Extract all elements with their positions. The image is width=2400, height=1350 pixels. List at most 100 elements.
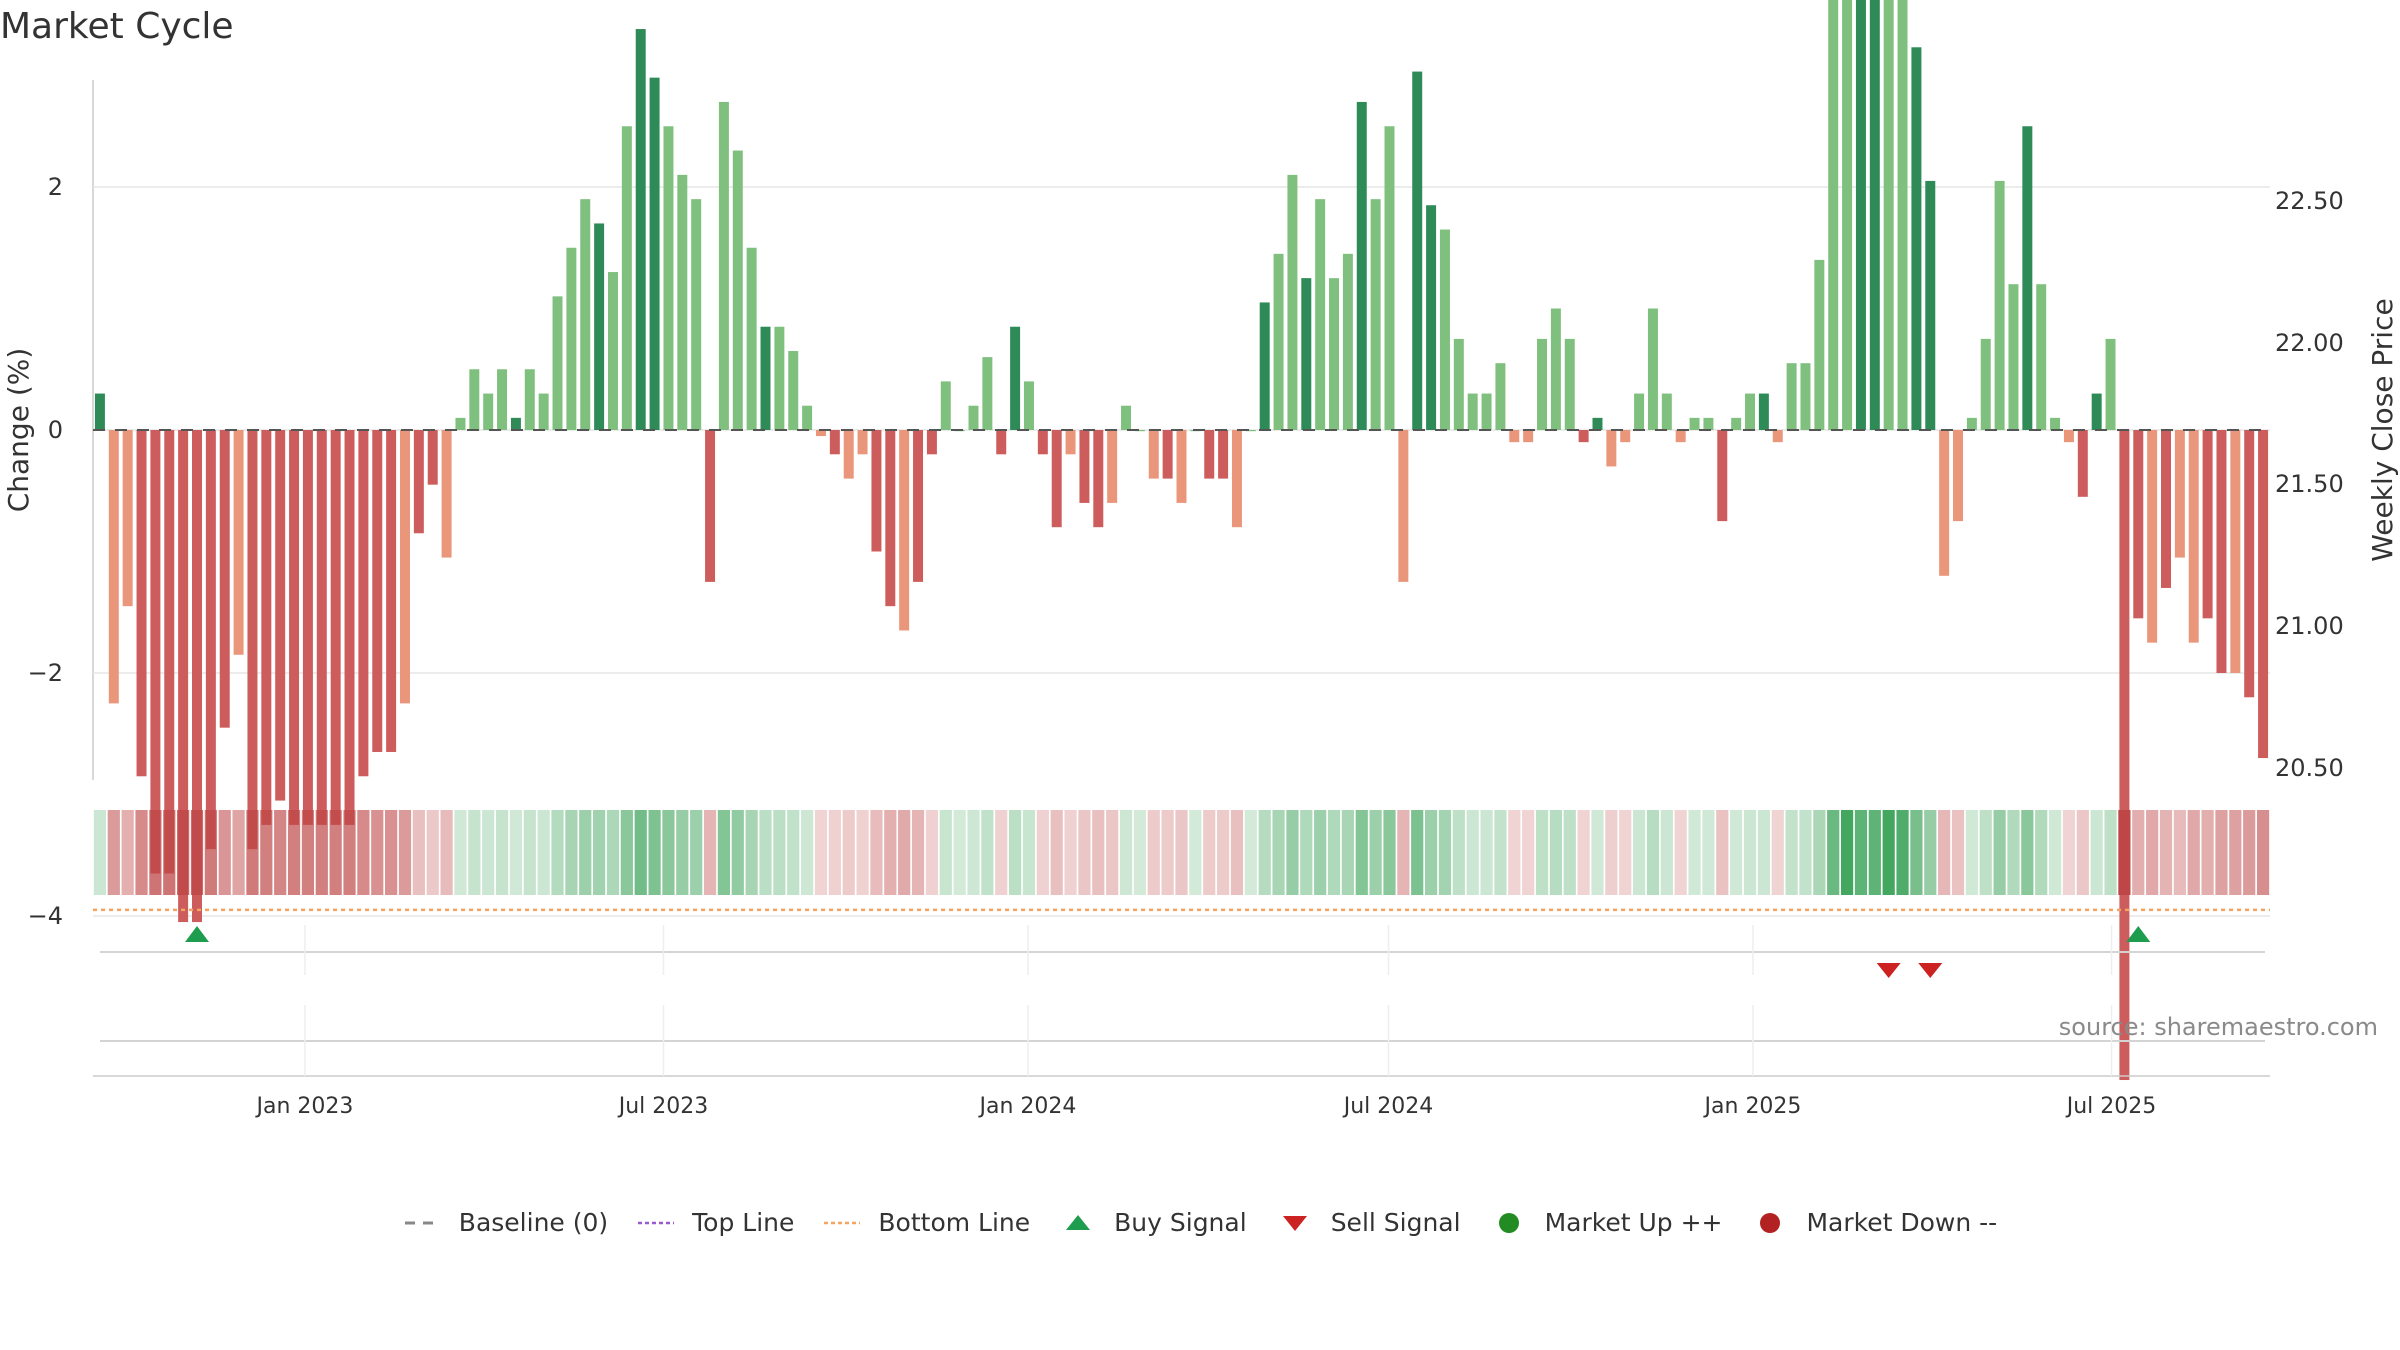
x-tick-label: Jan 2023 [255,1094,354,1119]
sell-signal-marker [1918,963,1943,978]
heat-cell [1369,810,1382,895]
heat-cell [787,810,800,895]
right-y-tick-label: 20.50 [2275,754,2344,782]
heat-cell [246,810,259,895]
heat-cell [426,810,439,895]
heat-cell [1272,810,1285,895]
dotted-line-icon [638,1221,675,1224]
bar [2244,430,2255,698]
heat-cell [2146,810,2159,895]
bar [607,272,618,430]
heat-cell [1341,810,1354,895]
bar [538,393,549,430]
heat-cell [828,810,841,895]
heat-cell [1452,810,1465,895]
heat-cell [1244,810,1257,895]
heat-cell [1300,810,1313,895]
bar [1162,430,1173,479]
bar [483,393,494,430]
bar [2119,430,2130,1081]
bar [1647,308,1658,430]
heat-cell [2076,810,2089,895]
bar [2147,430,2158,643]
heat-cell [967,810,980,895]
heat-cell [1882,810,1895,895]
bar [1578,430,1589,443]
heat-cell [1189,810,1202,895]
bar [1883,0,1894,430]
bar [1745,393,1755,430]
heat-cell [468,810,481,895]
heat-cell [371,810,384,895]
bar [1509,430,1520,443]
bar [1814,259,1825,430]
bar [1023,381,1034,430]
heat-cell [274,810,287,895]
bar [843,430,854,479]
heat-cell [523,810,536,895]
right-y-axis-label: Weekly Close Price [2366,298,2399,561]
x-tick-label: Jul 2024 [1342,1094,1434,1119]
heat-cell [1494,810,1507,895]
right-y-tick-label: 21.00 [2275,612,2344,640]
bar [1495,363,1506,431]
heat-cell [1771,810,1784,895]
bar [2202,430,2213,619]
heat-cell [2035,810,2048,895]
heat-cell [1314,810,1327,895]
bar [122,430,133,607]
bar [2188,430,2199,643]
bar [802,405,813,430]
legend-label: Bottom Line [878,1208,1031,1237]
chart-title: Market Cycle [0,6,234,47]
heat-cell [1563,810,1576,895]
bar [829,430,840,455]
bar [1176,430,1187,503]
heat-cell [662,810,675,895]
heat-cell [287,810,301,895]
heat-cell [898,810,911,895]
heat-cell [1549,810,1562,895]
heat-cell [579,810,592,895]
bar [1786,363,1797,431]
legend-label: Market Down -- [1806,1208,1998,1237]
bar [1772,430,1783,443]
bar [455,417,466,430]
legend-item: Baseline (0) [403,1208,608,1237]
heat-cell [1757,810,1770,895]
bar [774,326,785,430]
bar [746,247,757,430]
bar [1994,180,2005,430]
bar [1537,338,1548,431]
bar [635,29,646,431]
heat-cell [495,810,509,895]
heat-cell [1438,810,1452,895]
bar [996,430,1007,455]
heat-cell [2201,810,2214,895]
heat-cell [703,810,717,895]
bar [2174,430,2185,558]
bar [1093,430,1104,528]
bar [316,430,327,825]
heat-cell [1147,810,1160,895]
bar [1245,430,1256,432]
heat-cell [343,810,356,895]
heat-cell [1716,810,1729,895]
bar [1758,393,1769,430]
bar [441,430,452,558]
dash-line-icon [404,1221,441,1224]
heat-cell [232,810,245,895]
heat-cell [911,810,925,895]
heat-cell [1896,810,1909,895]
y-tick-label: −2 [28,659,63,687]
bar [330,430,341,825]
bar [94,393,105,430]
legend-item: Bottom Line [822,1208,1030,1237]
chart-legend: Baseline (0) Top Line Bottom Line Buy Signa… [0,1208,2400,1237]
triangle-down-icon [1282,1215,1307,1231]
bar [913,430,924,582]
heat-cell [1230,810,1244,895]
bar [1079,430,1090,503]
bar [732,150,743,431]
heat-cell [1951,810,1965,895]
